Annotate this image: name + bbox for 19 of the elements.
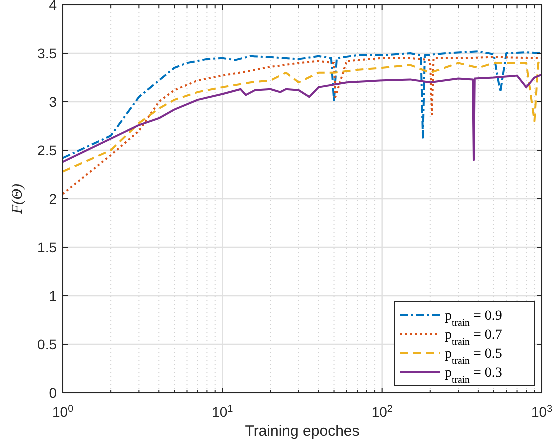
x-axis-title: Training epoches — [245, 423, 360, 440]
legend-label: p$_{train}$ = 0.3 — [445, 366, 502, 386]
y-tick-label: 4 — [49, 0, 58, 13]
legend-label: p$_{train}$ = 0.7 — [445, 328, 502, 348]
x-tick-label: 10$^{3}$ — [531, 404, 554, 420]
x-tick-label: 10$^{1}$ — [212, 404, 234, 420]
y-tick-label: 2 — [49, 191, 58, 207]
y-tick-label: 0.5 — [38, 336, 58, 352]
y-tick-label: 0 — [49, 385, 58, 401]
y-tick-label: 1 — [49, 288, 58, 304]
y-axis-title: F(Θ) — [10, 184, 26, 215]
y-tick-label: 3 — [49, 94, 58, 110]
legend-label: p$_{train}$ = 0.5 — [445, 347, 502, 366]
legend-label: p$_{train}$ = 0.9 — [445, 309, 502, 328]
y-tick-label: 2.5 — [38, 142, 58, 158]
y-tick-label: 1.5 — [38, 240, 58, 256]
y-tick-label: 3.5 — [38, 46, 58, 62]
x-tick-label: 10$^{0}$ — [52, 404, 74, 420]
x-tick-label: 10$^{2}$ — [372, 404, 393, 420]
